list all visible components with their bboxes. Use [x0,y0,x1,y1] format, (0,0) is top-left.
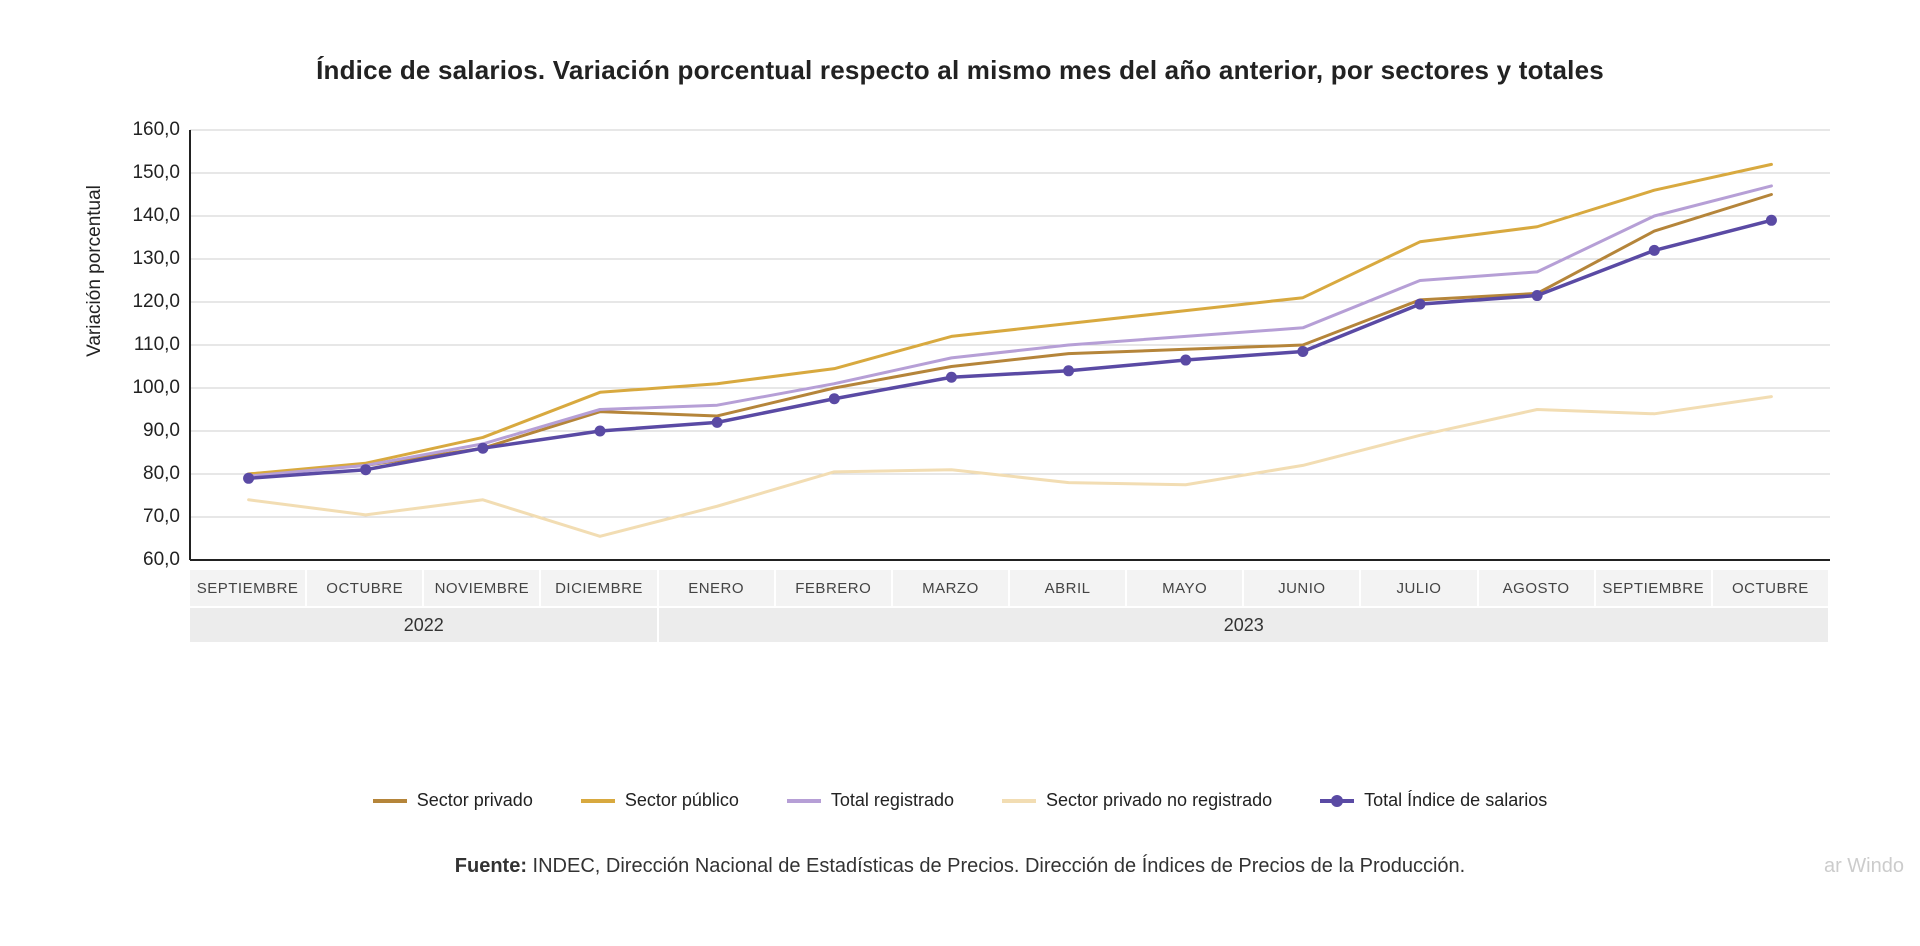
legend-swatch [787,799,821,803]
x-month-cell: OCTUBRE [307,570,424,606]
watermark-text: ar Windo [1824,855,1904,878]
x-year-cell: 2023 [659,608,1830,642]
svg-text:90,0: 90,0 [143,420,180,441]
svg-text:130,0: 130,0 [132,248,180,269]
legend-item: Total Índice de salarios [1320,790,1547,811]
plot-svg: 60,0 70,0 80,0 90,0 100,0 110,0 120,0 130,0 140,… [130,120,1830,640]
x-year-cell: 2022 [190,608,659,642]
source-text: Fuente: INDEC, Dirección Nacional de Est… [0,855,1920,878]
x-month-cell: SEPTIEMBRE [1596,570,1713,606]
legend-item: Sector público [581,790,739,811]
svg-text:120,0: 120,0 [132,291,180,312]
chart-title: Índice de salarios. Variación porcentual… [0,55,1920,86]
legend-item: Sector privado [373,790,533,811]
x-axis-years: 20222023 [190,608,1830,642]
chart-container: Índice de salarios. Variación porcentual… [0,0,1920,946]
svg-text:140,0: 140,0 [132,205,180,226]
plot-area: 60,0 70,0 80,0 90,0 100,0 110,0 120,0 130,0 140,… [130,120,1830,640]
legend-swatch [581,799,615,803]
y-axis-title: Variación porcentual [84,185,106,357]
legend-swatch [1320,794,1354,808]
x-month-cell: AGOSTO [1479,570,1596,606]
legend-label: Sector privado no registrado [1046,790,1272,811]
legend-label: Sector público [625,790,739,811]
source-prefix: Fuente: [455,855,527,877]
x-month-cell: SEPTIEMBRE [190,570,307,606]
svg-text:160,0: 160,0 [132,119,180,140]
x-month-cell: MARZO [893,570,1010,606]
x-month-cell: FEBRERO [776,570,893,606]
x-axis-months: SEPTIEMBREOCTUBRENOVIEMBREDICIEMBREENERO… [190,570,1830,606]
legend-swatch [1002,799,1036,803]
legend-label: Total registrado [831,790,954,811]
x-month-cell: JUNIO [1244,570,1361,606]
legend-item: Sector privado no registrado [1002,790,1272,811]
legend: Sector privado Sector público Total regist… [0,790,1920,811]
legend-swatch [373,799,407,803]
svg-text:80,0: 80,0 [143,463,180,484]
x-month-cell: NOVIEMBRE [424,570,541,606]
svg-text:110,0: 110,0 [134,334,180,355]
svg-text:60,0: 60,0 [143,549,180,570]
legend-item: Total registrado [787,790,954,811]
source-body: INDEC, Dirección Nacional de Estadística… [527,855,1465,877]
x-month-cell: OCTUBRE [1713,570,1830,606]
svg-text:100,0: 100,0 [132,377,180,398]
x-month-cell: MAYO [1127,570,1244,606]
svg-text:150,0: 150,0 [132,162,180,183]
x-month-cell: ABRIL [1010,570,1127,606]
x-month-cell: ENERO [659,570,776,606]
legend-label: Total Índice de salarios [1364,790,1547,811]
legend-label: Sector privado [417,790,533,811]
svg-text:70,0: 70,0 [143,506,180,527]
x-month-cell: JULIO [1361,570,1478,606]
x-month-cell: DICIEMBRE [541,570,658,606]
